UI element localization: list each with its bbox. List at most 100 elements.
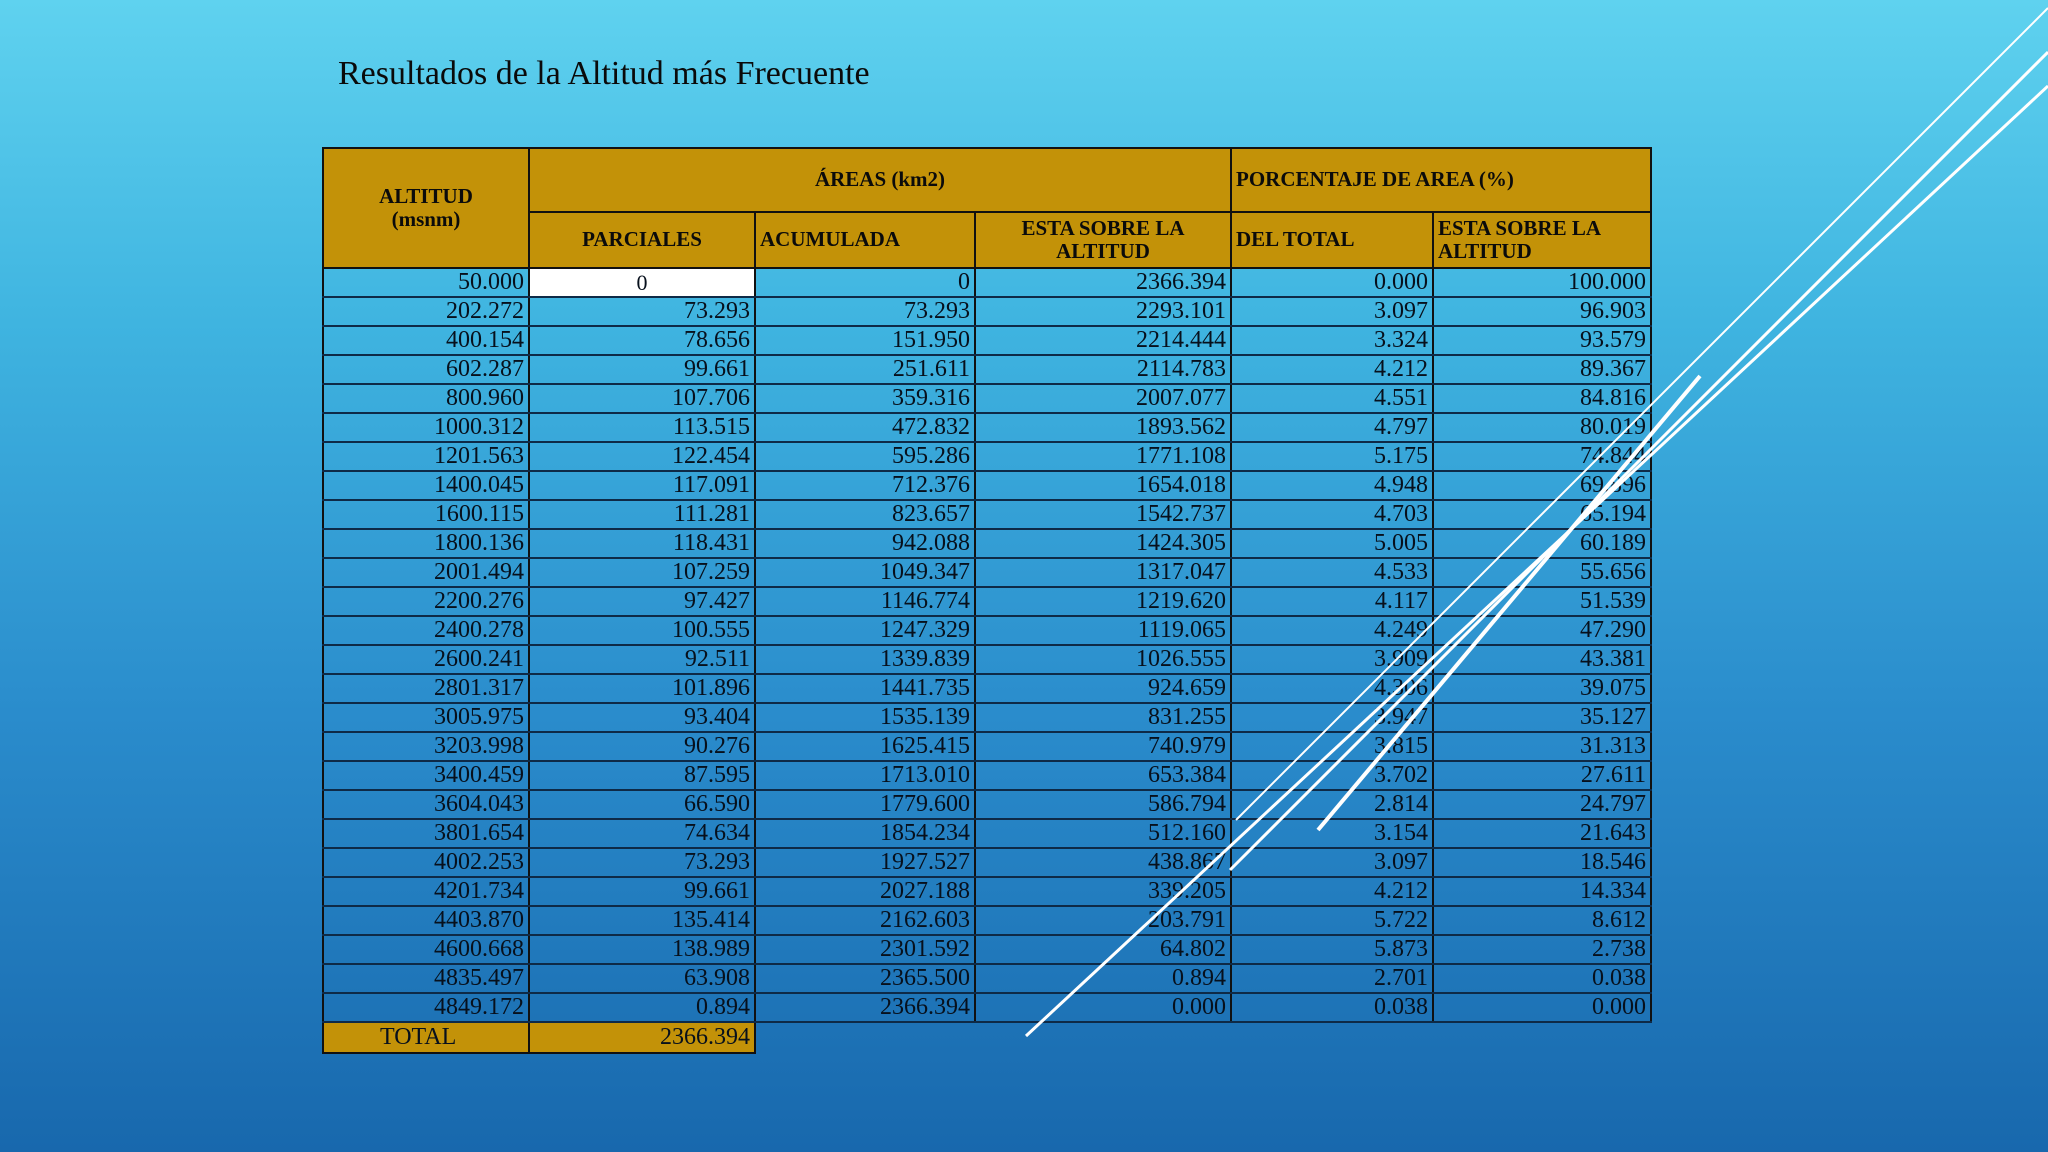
esta-sobre-pct-cell: 69.896 bbox=[1432, 470, 1652, 501]
parciales-cell: 73.293 bbox=[528, 296, 756, 327]
altitud-cell: 4835.497 bbox=[322, 963, 530, 994]
header-acumulada: ACUMULADA bbox=[754, 211, 976, 269]
altitud-cell: 2600.241 bbox=[322, 644, 530, 675]
acumulada-cell: 1779.600 bbox=[754, 789, 976, 820]
esta-sobre-pct-cell: 84.816 bbox=[1432, 383, 1652, 414]
table-row: 4403.870 135.414 2162.603 203.791 5.722 8.612 bbox=[322, 905, 1652, 936]
esta-sobre-cell: 339.205 bbox=[974, 876, 1232, 907]
del-total-cell: 5.175 bbox=[1230, 441, 1434, 472]
del-total-cell: 4.551 bbox=[1230, 383, 1434, 414]
acumulada-cell: 595.286 bbox=[754, 441, 976, 472]
esta-sobre-cell: 2366.394 bbox=[974, 267, 1232, 298]
acumulada-cell: 2027.188 bbox=[754, 876, 976, 907]
altitud-cell: 1400.045 bbox=[322, 470, 530, 501]
altitud-cell: 4600.668 bbox=[322, 934, 530, 965]
esta-sobre-pct-cell: 89.367 bbox=[1432, 354, 1652, 385]
acumulada-cell: 1927.527 bbox=[754, 847, 976, 878]
table-row: 400.154 78.656 151.950 2214.444 3.324 93.579 bbox=[322, 325, 1652, 356]
esta-sobre-pct-cell: 0.000 bbox=[1432, 992, 1652, 1023]
del-total-cell: 4.797 bbox=[1230, 412, 1434, 443]
parciales-cell: 90.276 bbox=[528, 731, 756, 762]
esta-sobre-pct-cell: 14.334 bbox=[1432, 876, 1652, 907]
header-esta-sobre-pct: ESTA SOBRE LA ALTITUD bbox=[1432, 211, 1652, 269]
esta-sobre-cell: 2114.783 bbox=[974, 354, 1232, 385]
table-row: 800.960 107.706 359.316 2007.077 4.551 84.816 bbox=[322, 383, 1652, 414]
esta-sobre-cell: 1771.108 bbox=[974, 441, 1232, 472]
altitud-cell: 1800.136 bbox=[322, 528, 530, 559]
parciales-cell: 113.515 bbox=[528, 412, 756, 443]
table-row: 4835.497 63.908 2365.500 0.894 2.701 0.038 bbox=[322, 963, 1652, 994]
del-total-cell: 3.947 bbox=[1230, 702, 1434, 733]
table-body: 50.000 0 0 2366.394 0.000 100.000 202.272 73.29… bbox=[322, 267, 1652, 1023]
altitud-cell: 1000.312 bbox=[322, 412, 530, 443]
parciales-cell: 118.431 bbox=[528, 528, 756, 559]
total-label: TOTAL bbox=[322, 1021, 530, 1054]
esta-sobre-pct-cell: 24.797 bbox=[1432, 789, 1652, 820]
header-areas: ÁREAS (km2) bbox=[528, 147, 1232, 213]
esta-sobre-cell: 1026.555 bbox=[974, 644, 1232, 675]
table-row: 2400.278 100.555 1247.329 1119.065 4.249 47.2… bbox=[322, 615, 1652, 646]
esta-sobre-cell: 1317.047 bbox=[974, 557, 1232, 588]
total-blank-cell bbox=[755, 1022, 975, 1053]
acumulada-cell: 1146.774 bbox=[754, 586, 976, 617]
table-row: 202.272 73.293 73.293 2293.101 3.097 96.903 bbox=[322, 296, 1652, 327]
table-row: 2200.276 97.427 1146.774 1219.620 4.117 51.53… bbox=[322, 586, 1652, 617]
acumulada-cell: 1339.839 bbox=[754, 644, 976, 675]
table-row: 4600.668 138.989 2301.592 64.802 5.873 2.738 bbox=[322, 934, 1652, 965]
parciales-cell: 99.661 bbox=[528, 354, 756, 385]
altitud-cell: 3400.459 bbox=[322, 760, 530, 791]
acumulada-cell: 1535.139 bbox=[754, 702, 976, 733]
parciales-cell: 87.595 bbox=[528, 760, 756, 791]
esta-sobre-pct-cell: 47.290 bbox=[1432, 615, 1652, 646]
table-row: 2600.241 92.511 1339.839 1026.555 3.909 43.38… bbox=[322, 644, 1652, 675]
esta-sobre-pct-cell: 55.656 bbox=[1432, 557, 1652, 588]
total-blank-cell bbox=[1433, 1022, 1651, 1053]
acumulada-cell: 1854.234 bbox=[754, 818, 976, 849]
esta-sobre-cell: 1654.018 bbox=[974, 470, 1232, 501]
acumulada-cell: 151.950 bbox=[754, 325, 976, 356]
table-row: 4849.172 0.894 2366.394 0.000 0.038 0.000 bbox=[322, 992, 1652, 1023]
esta-sobre-cell: 438.867 bbox=[974, 847, 1232, 878]
table-row: 3604.043 66.590 1779.600 586.794 2.814 24.797 bbox=[322, 789, 1652, 820]
parciales-cell: 122.454 bbox=[528, 441, 756, 472]
parciales-cell: 0 bbox=[528, 267, 756, 298]
acumulada-cell: 1625.415 bbox=[754, 731, 976, 762]
del-total-cell: 3.815 bbox=[1230, 731, 1434, 762]
altitud-cell: 2400.278 bbox=[322, 615, 530, 646]
total-blank-cell bbox=[975, 1022, 1231, 1053]
esta-sobre-cell: 203.791 bbox=[974, 905, 1232, 936]
del-total-cell: 3.702 bbox=[1230, 760, 1434, 791]
esta-sobre-pct-cell: 0.038 bbox=[1432, 963, 1652, 994]
esta-sobre-cell: 1893.562 bbox=[974, 412, 1232, 443]
esta-sobre-cell: 0.894 bbox=[974, 963, 1232, 994]
del-total-cell: 5.005 bbox=[1230, 528, 1434, 559]
altitud-cell: 2801.317 bbox=[322, 673, 530, 704]
parciales-cell: 63.908 bbox=[528, 963, 756, 994]
del-total-cell: 4.212 bbox=[1230, 876, 1434, 907]
esta-sobre-cell: 2293.101 bbox=[974, 296, 1232, 327]
table-row: 4002.253 73.293 1927.527 438.867 3.097 18.546 bbox=[322, 847, 1652, 878]
table-row: 3005.975 93.404 1535.139 831.255 3.947 35.127 bbox=[322, 702, 1652, 733]
altitud-cell: 202.272 bbox=[322, 296, 530, 327]
table-row: 3801.654 74.634 1854.234 512.160 3.154 21.643 bbox=[322, 818, 1652, 849]
table-row: 2801.317 101.896 1441.735 924.659 4.306 39.07… bbox=[322, 673, 1652, 704]
del-total-cell: 3.097 bbox=[1230, 296, 1434, 327]
del-total-cell: 3.324 bbox=[1230, 325, 1434, 356]
esta-sobre-cell: 512.160 bbox=[974, 818, 1232, 849]
del-total-cell: 4.703 bbox=[1230, 499, 1434, 530]
del-total-cell: 2.814 bbox=[1230, 789, 1434, 820]
parciales-cell: 93.404 bbox=[528, 702, 756, 733]
del-total-cell: 0.000 bbox=[1230, 267, 1434, 298]
esta-sobre-cell: 740.979 bbox=[974, 731, 1232, 762]
del-total-cell: 4.306 bbox=[1230, 673, 1434, 704]
esta-sobre-cell: 1119.065 bbox=[974, 615, 1232, 646]
del-total-cell: 4.948 bbox=[1230, 470, 1434, 501]
esta-sobre-cell: 653.384 bbox=[974, 760, 1232, 791]
acumulada-cell: 73.293 bbox=[754, 296, 976, 327]
acumulada-cell: 1713.010 bbox=[754, 760, 976, 791]
esta-sobre-cell: 64.802 bbox=[974, 934, 1232, 965]
header-esta-sobre: ESTA SOBRE LA ALTITUD bbox=[974, 211, 1232, 269]
parciales-cell: 135.414 bbox=[528, 905, 756, 936]
esta-sobre-pct-cell: 35.127 bbox=[1432, 702, 1652, 733]
parciales-cell: 111.281 bbox=[528, 499, 756, 530]
